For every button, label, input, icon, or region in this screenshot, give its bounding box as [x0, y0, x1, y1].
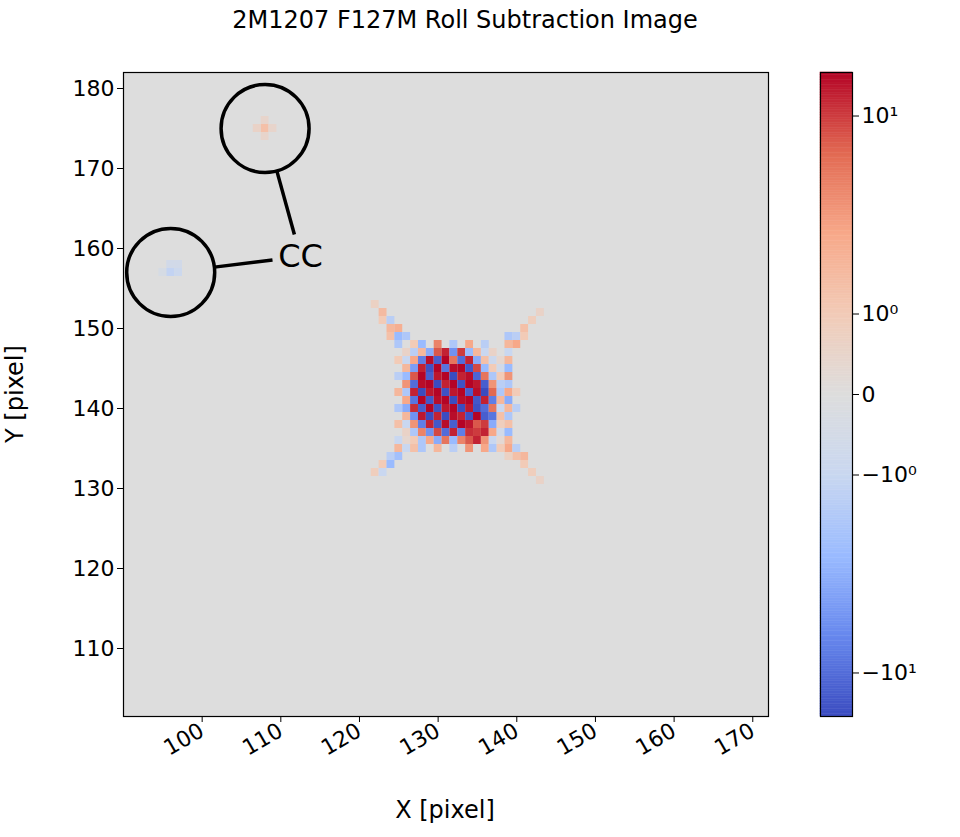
svg-text:130: 130 — [395, 718, 444, 761]
svg-text:180: 180 — [73, 76, 115, 101]
svg-text:150: 150 — [553, 718, 602, 761]
html-text:Y [pixel]: Y [pixel] — [1, 345, 29, 443]
svg-text:−10¹: −10¹ — [862, 660, 917, 685]
svg-text:170: 170 — [73, 156, 115, 181]
svg-text:160: 160 — [631, 718, 680, 761]
svg-text:0: 0 — [862, 382, 876, 407]
svg-text:150: 150 — [73, 316, 115, 341]
svg-text:120: 120 — [73, 556, 115, 581]
html-text:X [pixel]: X [pixel] — [395, 796, 495, 824]
svg-text:130: 130 — [73, 476, 115, 501]
svg-text:−10⁰: −10⁰ — [862, 462, 917, 487]
svg-text:110: 110 — [238, 718, 287, 761]
svg-text:100: 100 — [159, 718, 208, 761]
svg-text:CC: CC — [278, 237, 323, 275]
svg-text:140: 140 — [474, 718, 523, 761]
svg-text:110: 110 — [73, 636, 115, 661]
svg-text:120: 120 — [317, 718, 366, 761]
svg-text:10¹: 10¹ — [862, 103, 899, 128]
svg-text:160: 160 — [73, 236, 115, 261]
svg-text:140: 140 — [73, 396, 115, 421]
html-text:2M1207 F127M Roll Subtraction: 2M1207 F127M Roll Subtraction Image — [232, 6, 698, 34]
svg-text:10⁰: 10⁰ — [862, 301, 899, 326]
svg-text:170: 170 — [710, 718, 759, 761]
